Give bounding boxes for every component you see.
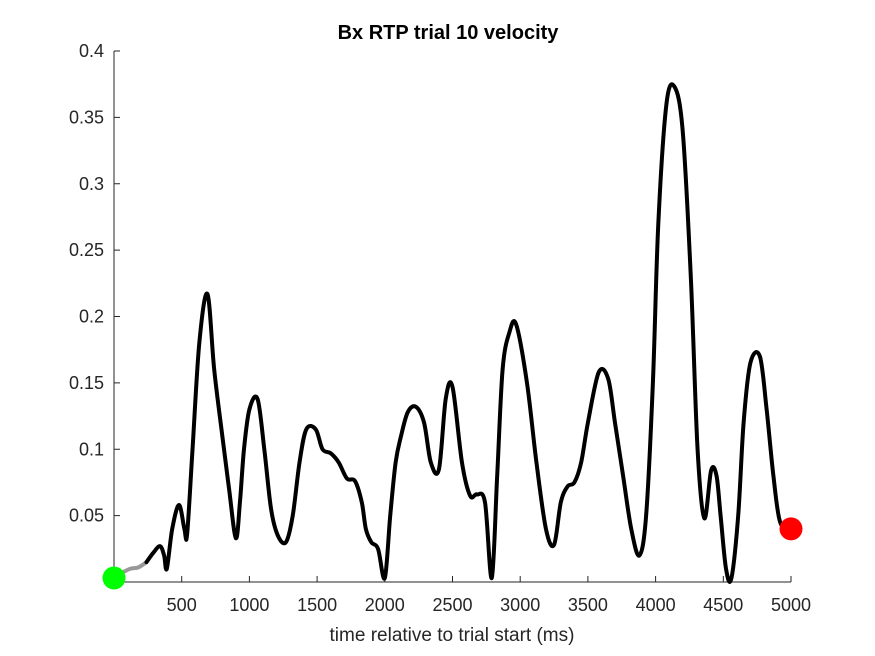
y-tick-label: 0.2 <box>79 307 104 327</box>
x-tick-label: 5000 <box>771 595 811 615</box>
y-tick-label: 0.4 <box>79 41 104 61</box>
x-tick-label: 500 <box>167 595 197 615</box>
y-tick-label: 0.15 <box>69 373 104 393</box>
start-point-marker <box>102 566 126 590</box>
y-tick-label: 0.25 <box>69 240 104 260</box>
end-point-marker <box>779 517 803 541</box>
y-tick-label: 0.05 <box>69 506 104 526</box>
x-tick-label: 1000 <box>229 595 269 615</box>
x-tick-label: 3000 <box>500 595 540 615</box>
series-line-velocity <box>144 82 793 584</box>
y-tick-label: 0.35 <box>69 107 104 127</box>
y-tick-label: 0.3 <box>79 174 104 194</box>
x-axis-label: time relative to trial start (ms) <box>330 625 575 646</box>
x-tick-label: 4500 <box>703 595 743 615</box>
x-tick-label: 2500 <box>432 595 472 615</box>
plot-area <box>102 82 803 590</box>
x-tick-label: 4000 <box>636 595 676 615</box>
y-tick-label: 0.1 <box>79 439 104 459</box>
axes: 500 1000 1500 2000 2500 3000 3500 4000 4500 5000 0… <box>69 41 811 615</box>
x-tick-label: 2000 <box>365 595 405 615</box>
x-tick-label: 1500 <box>297 595 337 615</box>
chart-title: Bx RTP trial 10 velocity <box>338 22 560 44</box>
x-tick-label: 3500 <box>568 595 608 615</box>
